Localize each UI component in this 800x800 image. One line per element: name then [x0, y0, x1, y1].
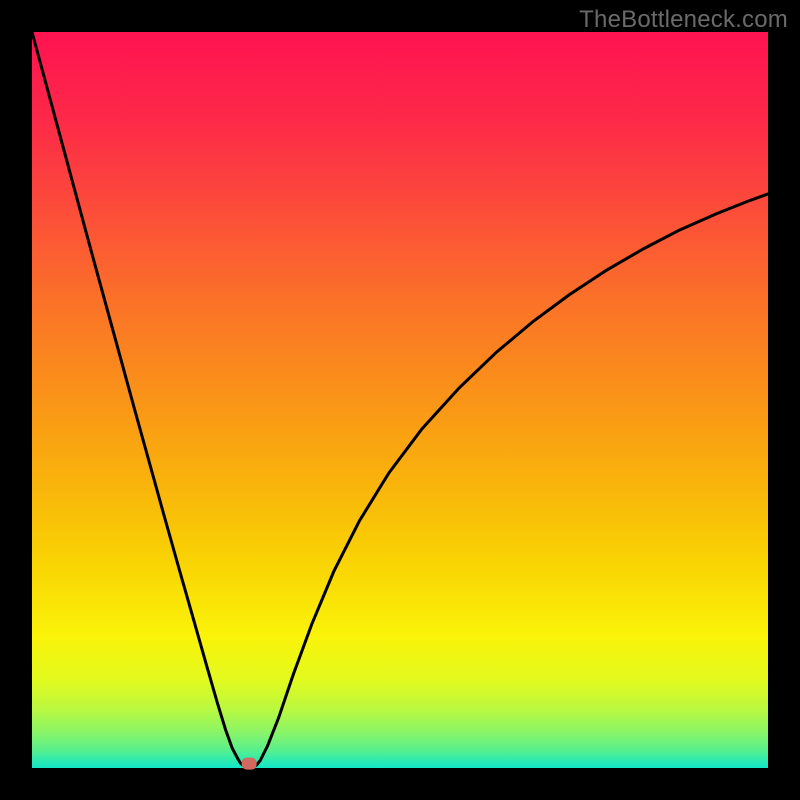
plot-area-background [32, 32, 768, 768]
plot-container: TheBottleneck.com [0, 0, 800, 800]
current-point [242, 758, 257, 770]
plot-svg [0, 0, 800, 800]
watermark-label: TheBottleneck.com [579, 6, 788, 34]
